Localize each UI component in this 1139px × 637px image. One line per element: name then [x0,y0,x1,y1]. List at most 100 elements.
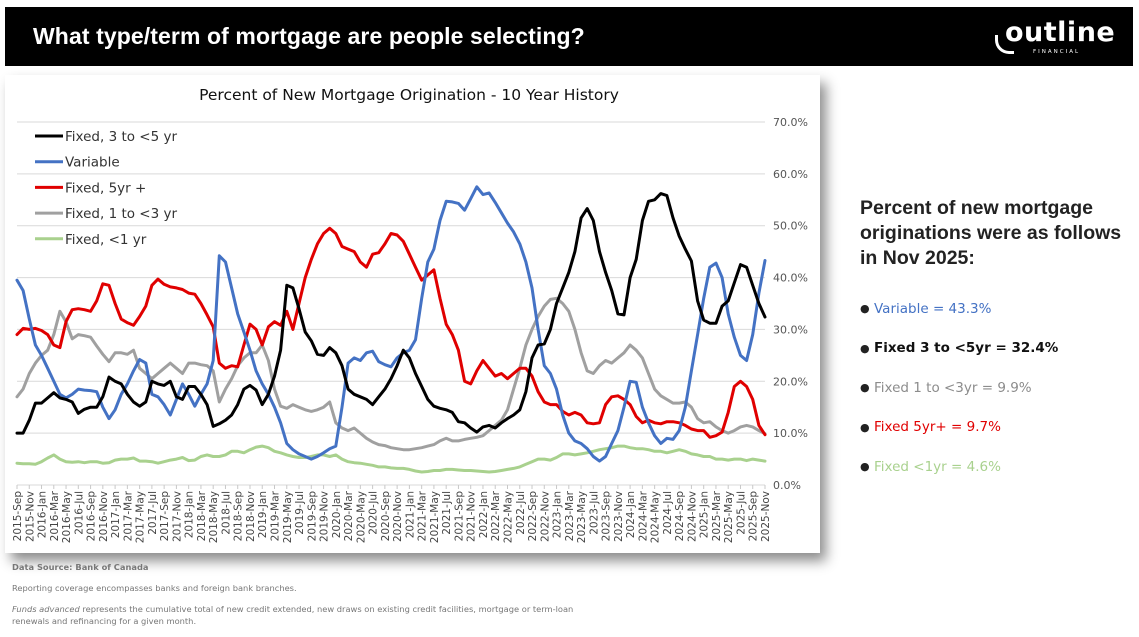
legend-label: Fixed, 5yr + [65,180,146,196]
line-chart: Percent of New Mortgage Origination - 10… [12,86,808,543]
series-line-fixed-3-to-5-yr [15,192,767,435]
logo-arc-icon [995,35,1014,54]
y-tick-label: 40.0% [773,272,808,285]
x-tick-label: 2019-Jul [294,491,306,535]
x-tick-label: 2024-Nov [686,491,698,542]
series-lines [15,185,767,474]
x-tick-label: 2016-Jul [73,491,85,535]
legend: Fixed, 3 to <5 yr Variable Fixed, 5yr + Fix… [35,129,177,248]
x-tick-label: 2025-May [723,491,735,543]
x-tick-label: 2021-Jan [404,491,416,538]
y-axis-ticks: 0.0% 10.0% 20.0% 30.0% 40.0% 50.0% 60.0% 70.0% [773,116,808,492]
bullet-icon: ● [860,460,870,474]
y-tick-label: 10.0% [773,427,808,440]
summary-label: Fixed 3 to <5yr = 32.4% [874,340,1059,357]
x-tick-label: 2025-Sep [748,491,760,542]
x-tick-label: 2025-Nov [760,491,772,542]
x-tick-label: 2022-May [502,491,514,543]
chart-card: Percent of New Mortgage Origination - 10… [5,75,820,553]
x-tick-label: 2023-Jan [552,491,564,538]
summary-label: Fixed <1yr = 4.6% [874,458,1001,475]
x-tick-label: 2023-Nov [613,491,625,542]
x-tick-label: 2019-Mar [270,490,282,541]
x-tick-label: 2022-Nov [539,491,551,542]
x-tick-label: 2025-Mar [711,490,723,541]
summary-heading: Percent of new mortgage originations wer… [860,197,1122,269]
summary-item-variable: ● Variable = 43.3% [860,289,1125,329]
y-tick-label: 50.0% [773,220,808,233]
x-tick-label: 2024-Sep [674,491,686,542]
x-tick-label: 2016-Mar [49,490,61,541]
x-tick-label: 2024-Jul [662,491,674,535]
x-tick-label: 2021-Sep [453,491,465,542]
x-tick-label: 2025-Jul [735,491,747,535]
x-axis: 2015-Sep 2015-Nov 2016-Jan 2016-Mar 2016-May… [12,484,772,543]
series-line-fixed-1-to-3-yr [15,296,767,452]
x-tick-label: 2020-Jan [331,491,343,538]
x-tick-label: 2019-May [282,491,294,543]
page-title: What type/term of mortgage are people se… [33,23,585,49]
x-tick-label: 2023-May [576,491,588,543]
legend-label: Variable [65,155,120,171]
x-tick-label: 2023-Mar [564,490,576,541]
x-tick-label: 2017-Nov [171,491,183,542]
x-tick-label: 2025-Jan [699,491,711,538]
x-tick-label: 2018-Sep [233,491,245,542]
logo-subtext: FINANCIAL [1033,49,1081,55]
x-tick-label: 2019-Nov [319,491,331,542]
series-line-variable [15,185,767,463]
x-tick-label: 2021-May [429,491,441,543]
y-tick-label: 0.0% [773,479,801,492]
x-tick-label: 2022-Sep [527,491,539,542]
x-tick-label: 2021-Jul [441,491,453,535]
x-tick-label: 2015-Sep [12,491,24,542]
x-tick-label: 2016-Sep [86,491,98,542]
summary-label: Variable = 43.3% [874,300,992,317]
x-tick-label: 2020-Nov [392,491,404,542]
x-tick-label: 2017-Sep [159,491,171,542]
x-tick-label: 2020-May [355,491,367,543]
data-source: Data Source: Bank of Canada [12,562,149,572]
series-line-fixed-1-yr [15,444,767,474]
legend-label: Fixed, <1 yr [65,232,147,248]
x-tick-label: 2018-May [208,491,220,543]
series-line-fixed-5yr- [15,226,767,439]
x-tick-label: 2016-Jan [37,491,49,538]
summary-item-fixed-5plus: ● Fixed 5yr+ = 9.7% [860,408,1125,448]
legend-label: Fixed, 1 to <3 yr [65,206,177,222]
x-tick-label: 2016-May [61,491,73,543]
legend-label: Fixed, 3 to <5 yr [65,129,177,145]
coverage-note: Reporting coverage encompasses banks and… [12,583,297,593]
bullet-icon: ● [860,381,870,395]
x-tick-label: 2019-Sep [306,491,318,542]
x-tick-label: 2023-Sep [601,491,613,542]
y-tick-label: 20.0% [773,375,808,388]
x-tick-label: 2017-Jul [147,491,159,535]
x-tick-label: 2023-Jul [588,491,600,535]
x-tick-label: 2019-Jan [257,491,269,538]
x-tick-label: 2016-Nov [98,491,110,542]
definition-text: represents the cumulative total of new c… [12,604,574,626]
x-tick-label: 2017-Jan [110,491,122,538]
x-tick-label: 2020-Jul [368,491,380,535]
x-tick-label: 2020-Mar [343,490,355,541]
y-tick-label: 60.0% [773,168,808,181]
x-tick-label: 2024-Jan [625,491,637,538]
definition-term: Funds advanced [12,604,80,614]
summary-list: ● Variable = 43.3% ● Fixed 3 to <5yr = 32.… [860,289,1125,487]
x-tick-label: 2021-Nov [466,491,478,542]
x-tick-label: 2022-Mar [490,490,502,541]
bullet-icon: ● [860,341,870,355]
summary-label: Fixed 5yr+ = 9.7% [874,419,1001,436]
x-tick-label: 2022-Jan [478,491,490,538]
x-tick-label: 2017-Mar [122,490,134,541]
logo-wordmark: outline [1005,17,1116,48]
x-tick-label: 2020-Sep [380,491,392,542]
y-tick-label: 70.0% [773,116,808,129]
x-tick-label: 2018-Nov [245,491,257,542]
x-tick-label: 2022-Jul [515,491,527,535]
summary-item-fixed-3-5: ● Fixed 3 to <5yr = 32.4% [860,329,1125,369]
x-tick-label: 2018-Jul [220,491,232,535]
bullet-icon: ● [860,420,870,434]
summary-item-fixed-under-1: ● Fixed <1yr = 4.6% [860,447,1125,487]
